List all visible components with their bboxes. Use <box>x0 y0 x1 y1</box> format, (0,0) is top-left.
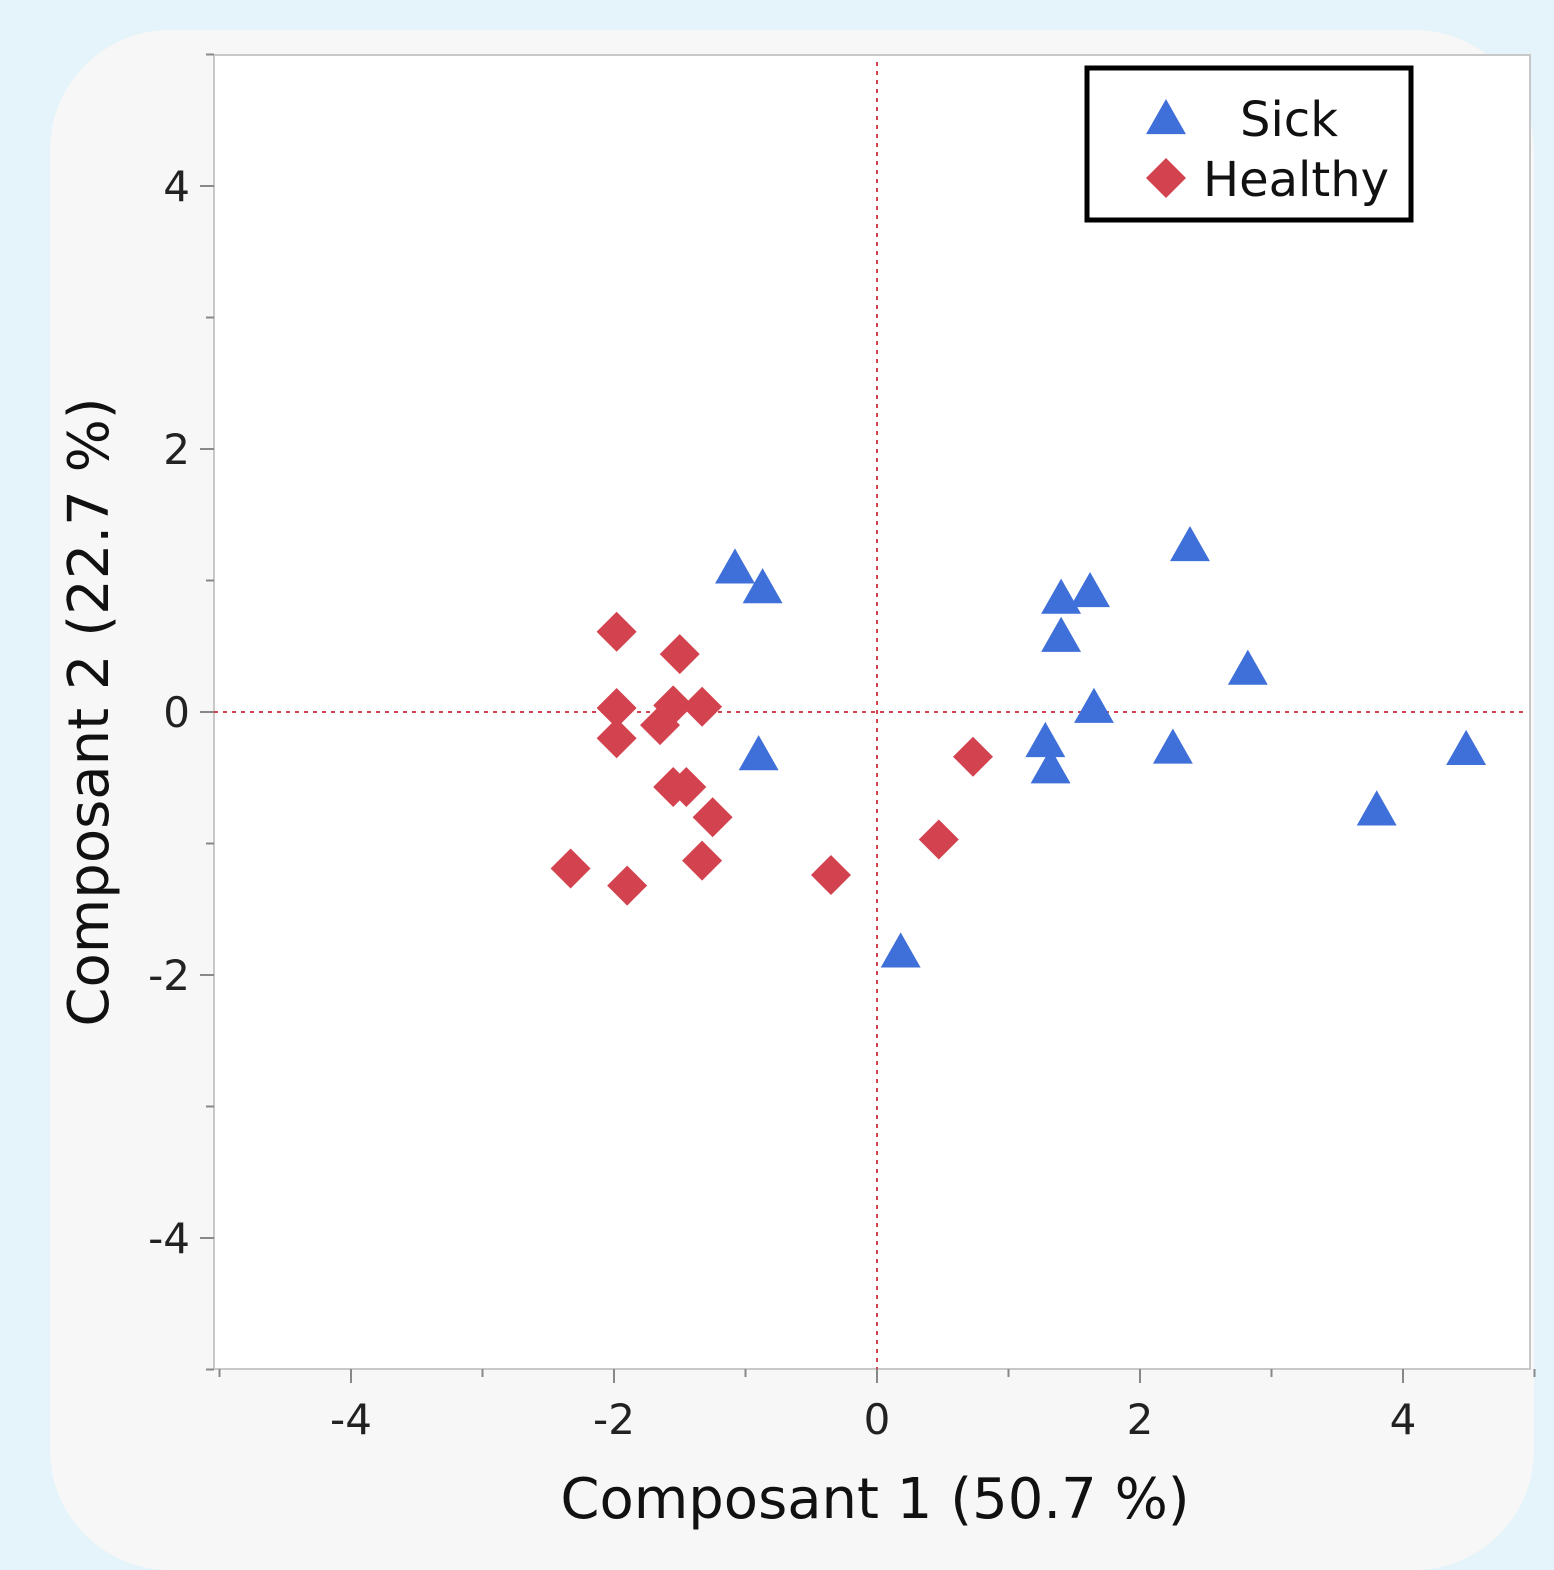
sick-point <box>1041 578 1082 614</box>
healthy-point <box>607 865 648 906</box>
healthy-point <box>666 766 707 807</box>
x-tick-label: 2 <box>1127 1395 1154 1444</box>
x-tick-label: 4 <box>1390 1395 1417 1444</box>
sick-point <box>1070 572 1110 608</box>
legend-box <box>1084 65 1414 223</box>
triangle-icon <box>1146 99 1186 135</box>
x-tick-label: -2 <box>593 1395 635 1444</box>
sick-point <box>1030 748 1071 784</box>
legend-label-healthy: Healthy <box>1203 152 1389 208</box>
reference-lines <box>214 62 1524 1369</box>
axis-ticks: -4 -2 0 2 4 -4 -2 0 2 4 <box>148 53 1536 1444</box>
healthy-point <box>596 611 637 652</box>
y-tick-label: -4 <box>148 1214 190 1263</box>
y-tick-label: 4 <box>163 162 190 211</box>
legend-sick-marker <box>1146 99 1186 135</box>
scatter-chart: -4 -2 0 2 4 -4 -2 0 2 4 Composant 1 (50.7 %) Comp… <box>57 53 1536 1531</box>
y-tick-label: -2 <box>148 951 190 1000</box>
sick-point <box>1446 729 1487 765</box>
data-points <box>550 525 1487 968</box>
healthy-point <box>596 718 637 759</box>
sick-point <box>1356 790 1397 826</box>
legend-label-sick: Sick <box>1240 92 1338 148</box>
y-tick-label: 0 <box>163 688 190 737</box>
healthy-point <box>682 840 723 881</box>
sick-point <box>715 548 755 584</box>
legend: Sick Healthy <box>1084 65 1414 223</box>
sick-point <box>1074 687 1114 723</box>
y-axis-title: Composant 2 (22.7 %) <box>57 397 122 1026</box>
sick-point <box>880 932 921 968</box>
healthy-point <box>682 686 723 727</box>
sick-point <box>1025 721 1066 758</box>
healthy-point <box>692 797 733 838</box>
healthy-point <box>810 855 851 896</box>
sick-point <box>1041 616 1082 652</box>
y-tick-label: 2 <box>163 425 190 474</box>
legend-healthy-marker <box>1146 158 1186 198</box>
healthy-point <box>596 688 637 729</box>
sick-point <box>1227 649 1268 685</box>
healthy-point <box>659 634 700 675</box>
healthy-point <box>640 705 681 746</box>
healthy-point <box>550 848 591 889</box>
x-tick-label: -4 <box>330 1395 372 1444</box>
healthy-point <box>952 736 993 777</box>
sick-point <box>742 568 783 604</box>
sick-point <box>1152 728 1193 764</box>
diamond-icon <box>1146 158 1186 198</box>
sick-point <box>738 735 779 771</box>
healthy-point <box>918 819 959 860</box>
x-tick-label: 0 <box>864 1395 891 1444</box>
sick-point <box>1170 525 1210 562</box>
x-axis-title: Composant 1 (50.7 %) <box>560 1467 1189 1531</box>
